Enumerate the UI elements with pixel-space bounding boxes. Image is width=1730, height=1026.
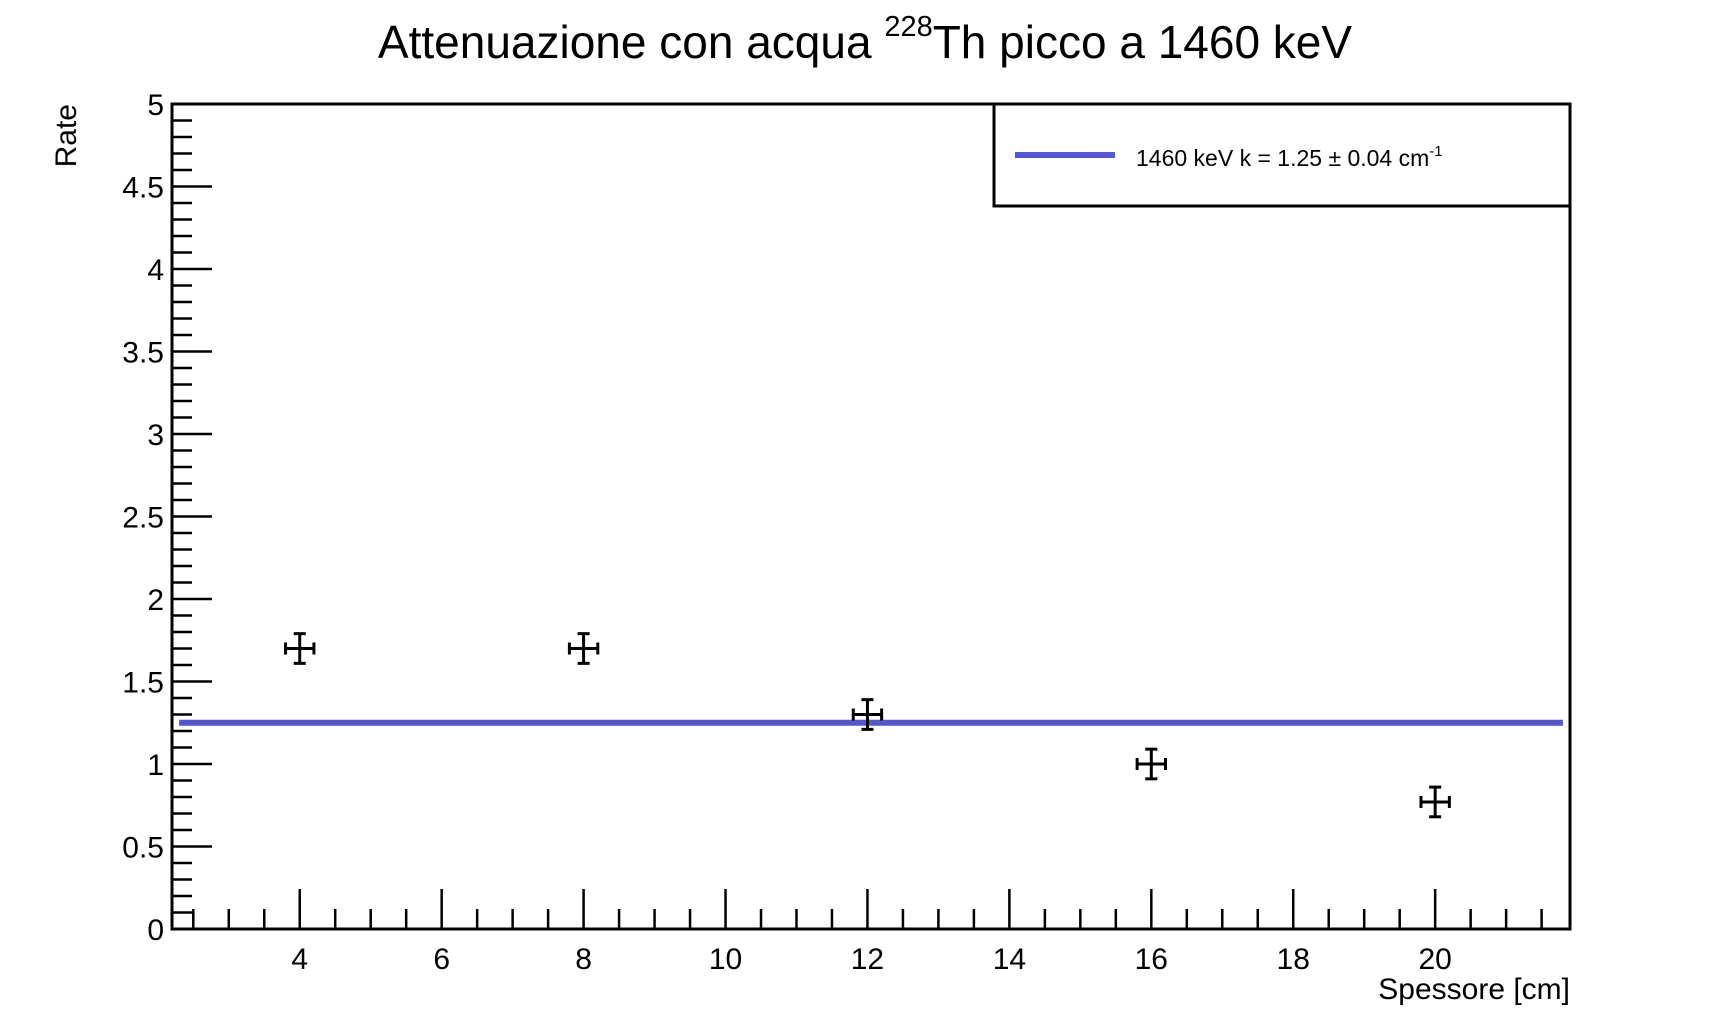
- x-tick-label: 12: [851, 943, 884, 976]
- x-axis: 4 6 8 10 12 14 16 18 20: [192, 889, 1543, 976]
- data-points: [284, 632, 1451, 819]
- x-tick-label: 14: [993, 943, 1026, 976]
- y-tick-label: 1: [147, 749, 164, 782]
- y-axis: 0 0.5 1 1.5 2 2.5 3 3.5 4 4.5 5: [122, 89, 212, 947]
- y-tick-label: 5: [147, 89, 164, 122]
- x-tick-label: 18: [1277, 943, 1310, 976]
- y-tick-label: 4.5: [122, 172, 164, 205]
- data-point: [284, 632, 316, 665]
- data-point: [1419, 785, 1451, 819]
- x-tick-label: 20: [1418, 943, 1451, 976]
- y-tick-label: 0.5: [122, 832, 164, 865]
- y-tick-label: 2.5: [122, 502, 164, 535]
- plot-frame: [170, 102, 1572, 931]
- data-point: [1135, 747, 1168, 781]
- x-tick-label: 10: [709, 943, 742, 976]
- y-axis-title: Rate: [50, 104, 83, 167]
- y-tick-label: 4: [147, 254, 164, 287]
- x-tick-label: 16: [1135, 943, 1168, 976]
- chart-title: Attenuazione con acqua 228Th picco a 146…: [378, 11, 1352, 68]
- x-tick-label: 6: [433, 943, 450, 976]
- x-tick-label: 8: [575, 943, 592, 976]
- x-axis-title: Spessore [cm]: [1378, 973, 1570, 1006]
- y-tick-label: 3.5: [122, 337, 164, 370]
- data-point: [851, 698, 884, 731]
- data-point: [567, 632, 600, 665]
- y-tick-label: 2: [147, 584, 164, 617]
- y-tick-label: 0: [147, 914, 164, 947]
- legend-label: 1460 keV k = 1.25 ± 0.04 cm-1: [1136, 143, 1443, 171]
- x-tick-label: 4: [291, 943, 308, 976]
- legend: 1460 keV k = 1.25 ± 0.04 cm-1: [992, 102, 1572, 208]
- y-tick-label: 3: [147, 419, 164, 452]
- y-tick-label: 1.5: [122, 667, 164, 700]
